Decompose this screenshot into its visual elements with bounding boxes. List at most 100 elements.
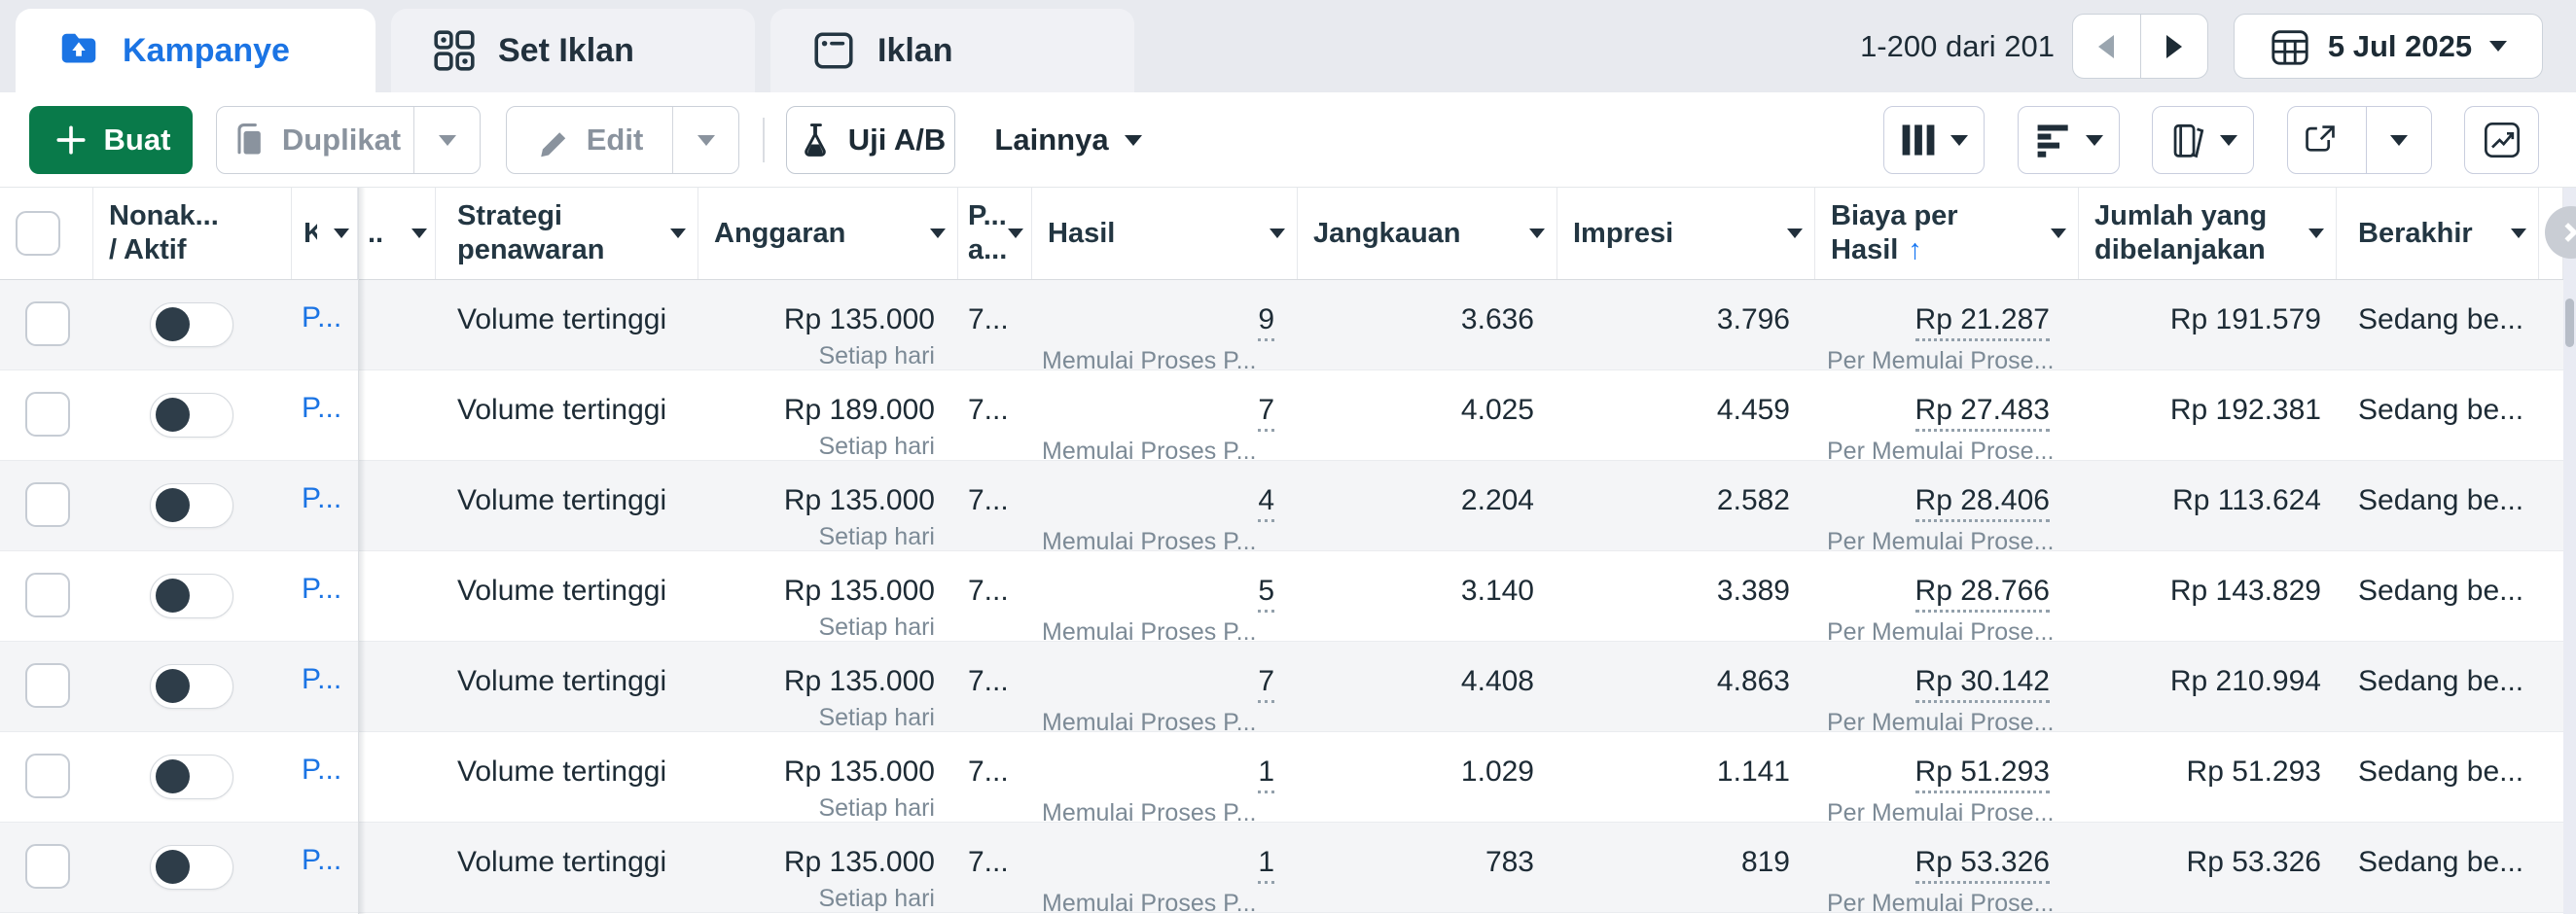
status-toggle[interactable]	[150, 483, 233, 528]
header-col-truncated[interactable]: ..	[358, 188, 436, 279]
row-spacer-cell	[2539, 823, 2563, 914]
status-toggle[interactable]	[150, 664, 233, 709]
column-menu-caret[interactable]	[2051, 228, 2066, 238]
row-spacer-cell	[2539, 461, 2563, 556]
row-attribution-cell: 7...	[958, 642, 1032, 737]
ab-test-button[interactable]: Uji A/B	[786, 106, 955, 174]
header-reach[interactable]: Jangkauan	[1298, 188, 1557, 279]
status-toggle[interactable]	[150, 845, 233, 890]
columns-button[interactable]	[1883, 106, 1985, 174]
row-reach-cell: 3.140	[1298, 551, 1557, 647]
prev-page-button[interactable]	[2073, 15, 2140, 78]
cost-per-result-value[interactable]: Rp 53.326	[1914, 846, 2050, 884]
edit-menu-button[interactable]	[672, 107, 738, 173]
row-truncated-cell	[358, 370, 436, 466]
column-menu-caret[interactable]	[1529, 228, 1545, 238]
status-toggle[interactable]	[150, 393, 233, 438]
duplicate-button[interactable]: Duplikat	[217, 107, 413, 173]
status-toggle[interactable]	[150, 574, 233, 618]
results-value[interactable]: 7	[1258, 665, 1274, 703]
cost-per-result-value[interactable]: Rp 28.766	[1914, 575, 2050, 613]
column-menu-caret[interactable]	[670, 228, 686, 238]
cost-per-result-value[interactable]: Rp 28.406	[1914, 484, 2050, 522]
create-button[interactable]: Buat	[29, 106, 193, 174]
next-page-button[interactable]	[2139, 15, 2208, 78]
campaign-name-link[interactable]: P...	[302, 573, 342, 605]
campaign-name-link[interactable]: P...	[302, 844, 342, 876]
campaign-name-link[interactable]: P...	[302, 663, 342, 695]
campaign-name-link[interactable]: P...	[302, 301, 342, 334]
edit-button[interactable]: Edit	[507, 107, 672, 173]
results-value[interactable]: 4	[1258, 484, 1274, 522]
cost-per-result-value[interactable]: Rp 21.287	[1914, 303, 2050, 341]
row-checkbox[interactable]	[25, 573, 70, 617]
bid-strategy-value: Volume tertinggi	[457, 575, 667, 607]
row-attribution-cell: 7...	[958, 370, 1032, 466]
column-menu-caret[interactable]	[334, 228, 349, 238]
chevron-down-icon	[2219, 134, 2237, 146]
header-impressions[interactable]: Impresi	[1557, 188, 1815, 279]
cost-per-result-value[interactable]: Rp 51.293	[1914, 756, 2050, 793]
header-amount-spent[interactable]: Jumlah yang dibelanjakan	[2079, 188, 2337, 279]
charts-button[interactable]	[2464, 106, 2539, 174]
select-all-checkbox[interactable]	[16, 211, 60, 256]
row-impressions-cell: 1.141	[1557, 732, 1815, 827]
header-cost-per-result[interactable]: Biaya per Hasil ↑	[1815, 188, 2079, 279]
row-checkbox[interactable]	[25, 392, 70, 437]
export-menu-button[interactable]	[2366, 107, 2431, 173]
row-checkbox[interactable]	[25, 301, 70, 346]
breakdown-button[interactable]	[2018, 106, 2120, 174]
column-menu-caret[interactable]	[1008, 228, 1023, 238]
reach-value: 3.140	[1460, 575, 1534, 607]
column-menu-caret[interactable]	[1787, 228, 1803, 238]
results-value[interactable]: 1	[1258, 756, 1274, 793]
column-menu-caret[interactable]	[2511, 228, 2526, 238]
status-toggle[interactable]	[150, 755, 233, 799]
column-menu-caret[interactable]	[411, 228, 427, 238]
status-toggle[interactable]	[150, 302, 233, 347]
chevron-right-icon	[2558, 223, 2576, 242]
amount-spent-value: Rp 210.994	[2169, 665, 2321, 697]
scrollbar-thumb[interactable]	[2565, 299, 2574, 347]
header-bid-strategy[interactable]: Strategi penawaran	[436, 188, 698, 279]
date-range-label: 5 Jul 2025	[2327, 28, 2473, 63]
cost-per-result-value[interactable]: Rp 27.483	[1914, 394, 2050, 432]
ends-value: Sedang be...	[2358, 846, 2524, 878]
row-status-cell	[93, 732, 292, 827]
header-ends[interactable]: Berakhir	[2337, 188, 2539, 279]
results-value[interactable]: 7	[1258, 394, 1274, 432]
campaign-name-link[interactable]: P...	[302, 754, 342, 786]
row-checkbox[interactable]	[25, 482, 70, 527]
header-label: K	[304, 217, 317, 249]
campaign-name-link[interactable]: P...	[302, 392, 342, 424]
column-menu-caret[interactable]	[2308, 228, 2324, 238]
row-checkbox[interactable]	[25, 663, 70, 708]
row-ends-cell: Sedang be...	[2337, 461, 2539, 556]
column-menu-caret[interactable]	[1270, 228, 1285, 238]
tab-iklan[interactable]: Iklan	[770, 9, 1134, 92]
row-checkbox[interactable]	[25, 844, 70, 889]
attribution-value: 7...	[968, 303, 1009, 335]
header-campaign-name[interactable]: K	[292, 188, 358, 279]
cost-per-result-value[interactable]: Rp 30.142	[1914, 665, 2050, 703]
header-results[interactable]: Hasil	[1032, 188, 1298, 279]
tab-kampanye[interactable]: Kampanye	[16, 9, 376, 92]
tab-set-iklan[interactable]: Set Iklan	[391, 9, 755, 92]
header-label: a...	[968, 234, 1008, 265]
campaign-name-link[interactable]: P...	[302, 482, 342, 514]
export-button[interactable]	[2288, 107, 2352, 173]
date-range-button[interactable]: 5 Jul 2025	[2234, 14, 2543, 79]
more-button[interactable]: Lainnya	[981, 106, 1156, 174]
results-type: Memulai Proses P...	[1042, 347, 1257, 374]
row-checkbox[interactable]	[25, 754, 70, 798]
header-budget[interactable]: Anggaran	[698, 188, 958, 279]
header-attribution[interactable]: P... a...	[958, 188, 1032, 279]
scrollbar-track[interactable]	[2563, 188, 2576, 914]
header-status[interactable]: Nonak... / Aktif	[93, 188, 292, 279]
duplicate-menu-button[interactable]	[413, 107, 480, 173]
column-menu-caret[interactable]	[930, 228, 946, 238]
results-value[interactable]: 5	[1258, 575, 1274, 613]
reports-button[interactable]	[2152, 106, 2254, 174]
results-value[interactable]: 1	[1258, 846, 1274, 884]
results-value[interactable]: 9	[1258, 303, 1274, 341]
